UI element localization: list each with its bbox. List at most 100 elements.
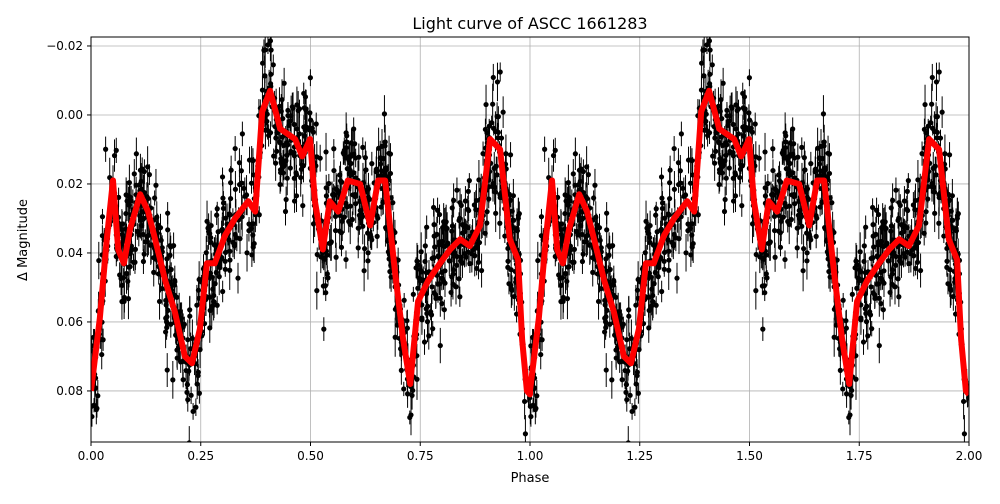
data-point xyxy=(497,220,503,226)
data-point xyxy=(946,152,953,158)
data-point xyxy=(933,172,939,178)
data-point xyxy=(622,367,628,374)
data-point xyxy=(682,192,689,198)
data-point xyxy=(490,74,496,81)
data-point xyxy=(333,254,339,260)
data-point xyxy=(558,221,564,227)
data-point xyxy=(756,155,762,161)
data-point xyxy=(770,167,776,174)
data-point xyxy=(293,193,300,199)
data-point xyxy=(667,180,673,186)
data-point xyxy=(436,281,443,287)
data-point xyxy=(380,155,386,162)
data-point xyxy=(826,170,833,177)
data-point xyxy=(822,225,828,231)
data-point xyxy=(798,214,805,220)
data-point xyxy=(647,239,653,245)
data-point xyxy=(95,393,101,399)
data-point xyxy=(753,288,759,294)
data-point xyxy=(219,226,225,232)
data-point xyxy=(188,392,194,398)
data-point xyxy=(317,155,323,161)
data-point xyxy=(804,186,811,192)
data-point xyxy=(282,208,289,215)
data-point xyxy=(183,367,189,374)
data-point xyxy=(449,223,455,229)
data-point xyxy=(430,326,436,332)
data-point xyxy=(882,225,888,231)
y-tick-label: −0.02 xyxy=(46,39,83,53)
data-point xyxy=(701,73,707,79)
data-point xyxy=(626,307,632,313)
data-point xyxy=(445,240,451,246)
data-point xyxy=(634,369,640,375)
data-point xyxy=(419,315,425,321)
data-point xyxy=(236,160,243,166)
data-point xyxy=(895,276,901,282)
data-point xyxy=(446,258,452,264)
data-point xyxy=(710,153,716,159)
data-point xyxy=(506,281,512,287)
data-point xyxy=(604,227,610,233)
data-point xyxy=(195,369,201,375)
data-point xyxy=(917,267,924,274)
data-point xyxy=(764,275,770,281)
data-point xyxy=(910,202,916,208)
data-point xyxy=(410,387,416,394)
data-point xyxy=(154,214,160,220)
data-point xyxy=(800,246,807,252)
data-point xyxy=(374,233,380,239)
data-point xyxy=(480,151,486,157)
data-point xyxy=(235,275,241,281)
data-point xyxy=(738,162,744,168)
data-point xyxy=(285,107,291,114)
data-point xyxy=(602,297,608,304)
data-point xyxy=(228,180,234,186)
data-point xyxy=(698,87,705,93)
data-point xyxy=(418,249,424,255)
data-point xyxy=(390,200,396,206)
data-point xyxy=(606,252,612,258)
data-point xyxy=(125,296,132,302)
data-point xyxy=(96,257,102,264)
data-point xyxy=(564,296,571,302)
data-point xyxy=(712,135,718,141)
data-point xyxy=(671,186,678,192)
data-point xyxy=(213,270,219,276)
data-point xyxy=(172,277,178,284)
data-point xyxy=(323,149,329,155)
data-point xyxy=(705,132,711,139)
data-point xyxy=(457,294,463,300)
x-tick-label: 0.00 xyxy=(78,449,105,463)
data-point xyxy=(565,264,571,270)
data-point xyxy=(723,175,729,181)
data-point xyxy=(375,173,382,179)
data-point xyxy=(898,221,904,228)
data-point xyxy=(237,236,243,242)
data-point xyxy=(380,199,386,206)
data-point xyxy=(262,47,268,53)
data-point xyxy=(658,226,664,232)
data-point xyxy=(167,252,173,258)
data-point xyxy=(454,187,460,193)
data-point xyxy=(383,225,389,231)
data-point xyxy=(241,185,247,191)
data-point xyxy=(392,334,398,340)
data-point xyxy=(936,194,942,201)
data-point xyxy=(281,142,287,148)
data-point xyxy=(814,173,821,179)
data-point xyxy=(456,276,462,282)
data-point xyxy=(779,150,785,156)
data-point xyxy=(585,172,592,178)
data-point xyxy=(164,367,170,373)
data-point xyxy=(324,252,330,258)
data-point xyxy=(893,187,899,193)
data-point xyxy=(484,209,490,215)
data-point xyxy=(437,342,443,349)
data-point xyxy=(594,222,600,228)
data-point xyxy=(667,167,673,173)
data-point xyxy=(893,262,899,268)
data-point xyxy=(680,185,686,191)
data-point xyxy=(595,298,602,305)
